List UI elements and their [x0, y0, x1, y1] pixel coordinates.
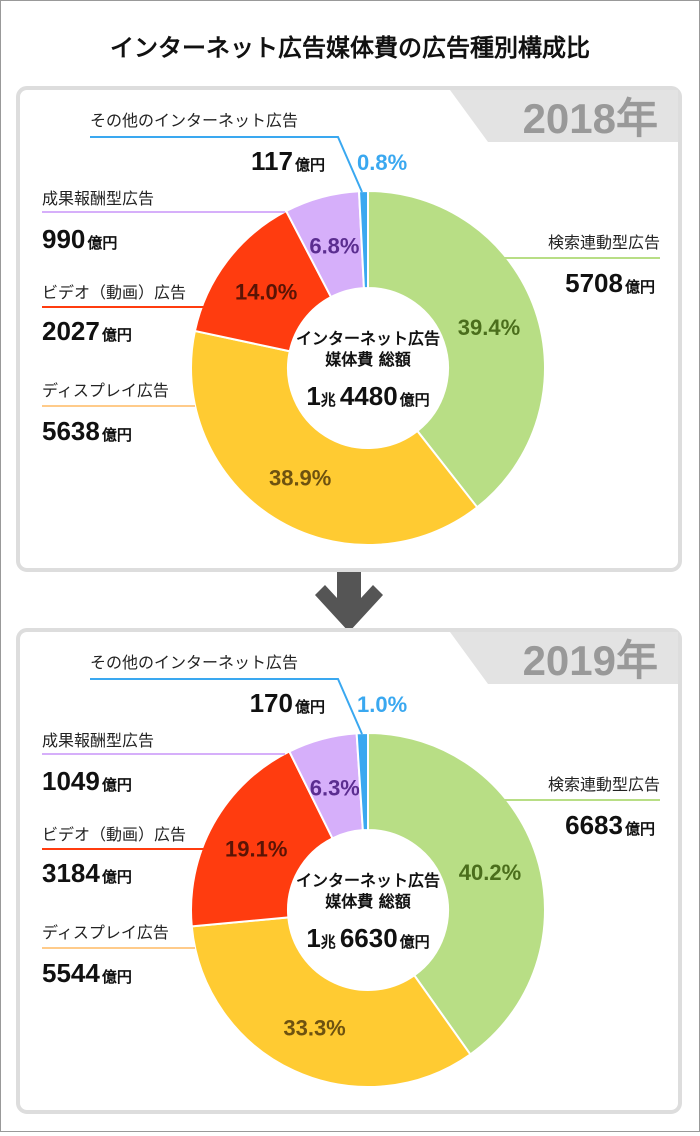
donut-slice: [193, 209, 333, 353]
leader-line: [90, 136, 363, 193]
value-label: 170 億円: [250, 688, 325, 718]
percent-label: 40.2%: [459, 860, 521, 885]
percent-label: 19.1%: [225, 837, 287, 862]
value-number: 990: [42, 224, 85, 254]
value-label: 3184 億円: [42, 858, 132, 888]
category-label: ディスプレイ広告: [42, 923, 169, 942]
value-unit: 億円: [295, 156, 325, 174]
leader-line: [90, 678, 363, 735]
category-label: 検索連動型広告: [548, 775, 660, 794]
category-label: 検索連動型広告: [548, 233, 660, 252]
donut-slice: [190, 750, 334, 928]
value-label: 2027 億円: [42, 316, 132, 346]
value-unit: 億円: [625, 820, 655, 838]
value-label: 990 億円: [42, 224, 117, 254]
percent-label: 1.0%: [357, 692, 407, 717]
value-number: 5638: [42, 416, 100, 446]
value-label: 5638 億円: [42, 416, 132, 446]
value-unit: 億円: [625, 278, 655, 296]
category-label: その他のインターネット広告: [90, 653, 298, 672]
value-unit: 億円: [102, 868, 132, 886]
donut-slice: [367, 731, 546, 1056]
value-number: 170: [250, 688, 293, 718]
percent-label: 14.0%: [235, 279, 297, 304]
page-title: インターネット広告媒体費の広告種別構成比: [110, 34, 590, 62]
value-number: 5544: [42, 958, 100, 988]
donut-slice: [367, 189, 546, 509]
value-label: 6683 億円: [565, 810, 655, 840]
percent-label: 0.8%: [357, 150, 407, 175]
value-label: 117 億円: [251, 146, 325, 176]
value-number: 3184: [42, 858, 100, 888]
year-label: 2019年: [523, 637, 658, 684]
category-label: ビデオ（動画）広告: [42, 825, 186, 844]
total-value: 1兆 6630 億円: [306, 923, 429, 953]
value-label: 5708 億円: [565, 268, 655, 298]
percent-label: 6.8%: [309, 233, 359, 258]
year-tag: [450, 632, 678, 684]
percent-label: 39.4%: [458, 315, 520, 340]
value-number: 117: [251, 146, 293, 176]
category-label: 成果報酬型広告: [42, 731, 154, 750]
percent-label: 6.3%: [310, 775, 360, 800]
value-number: 5708: [565, 268, 623, 298]
year-tag: [450, 90, 678, 142]
value-unit: 億円: [102, 776, 132, 794]
value-label: 1049 億円: [42, 766, 132, 796]
value-number: 6683: [565, 810, 623, 840]
center-label-2: 媒体費 総額: [325, 892, 411, 911]
percent-label: 33.3%: [283, 1015, 345, 1040]
center-label-1: インターネット広告: [296, 871, 440, 890]
category-label: 成果報酬型広告: [42, 189, 154, 208]
value-unit: 億円: [102, 968, 132, 986]
donut-slice: [190, 916, 472, 1088]
percent-label: 38.9%: [269, 466, 331, 491]
value-unit: 億円: [295, 698, 325, 716]
value-number: 1049: [42, 766, 100, 796]
category-label: その他のインターネット広告: [90, 111, 298, 130]
category-label: ビデオ（動画）広告: [42, 283, 186, 302]
value-unit: 億円: [102, 426, 132, 444]
year-label: 2018年: [523, 95, 658, 142]
center-label-1: インターネット広告: [296, 329, 440, 348]
value-unit: 億円: [102, 326, 132, 344]
donut-slice: [355, 731, 369, 832]
value-number: 2027: [42, 316, 100, 346]
center-label-2: 媒体費 総額: [325, 350, 411, 369]
donut-slice: [190, 329, 479, 546]
category-label: ディスプレイ広告: [42, 381, 169, 400]
value-unit: 億円: [87, 234, 117, 252]
value-label: 5544 億円: [42, 958, 132, 988]
total-value: 1兆 4480 億円: [306, 381, 429, 411]
